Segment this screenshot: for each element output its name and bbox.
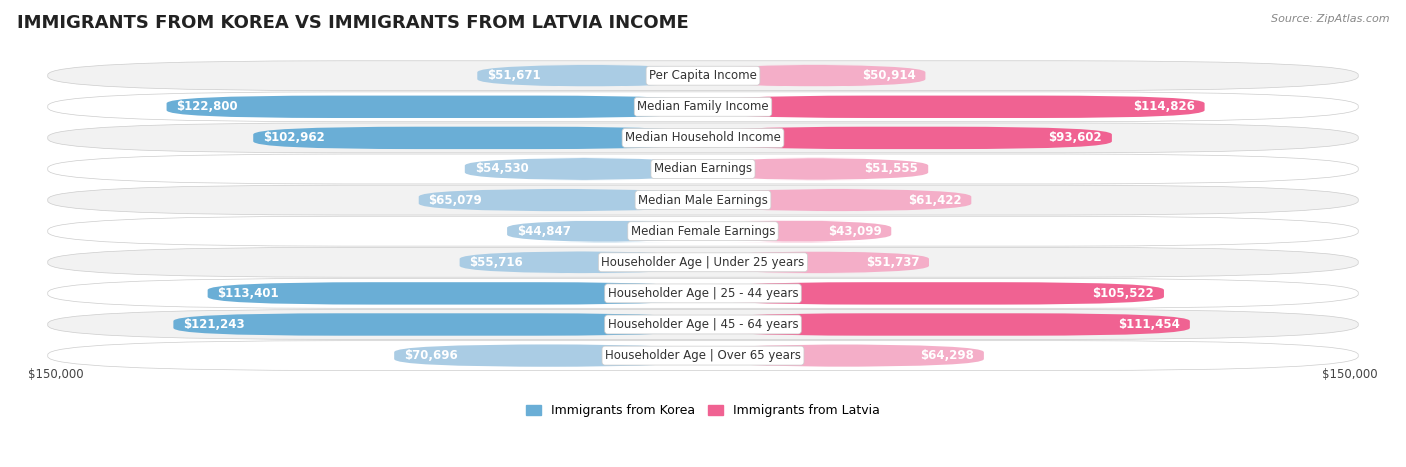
- Text: Source: ZipAtlas.com: Source: ZipAtlas.com: [1271, 14, 1389, 24]
- Text: Median Female Earnings: Median Female Earnings: [631, 225, 775, 238]
- Text: $61,422: $61,422: [908, 194, 962, 206]
- Text: Median Earnings: Median Earnings: [654, 163, 752, 176]
- Text: $150,000: $150,000: [1322, 368, 1378, 382]
- Text: $51,737: $51,737: [866, 256, 920, 269]
- Text: $43,099: $43,099: [828, 225, 882, 238]
- FancyBboxPatch shape: [703, 220, 891, 242]
- FancyBboxPatch shape: [703, 251, 929, 274]
- Text: $51,555: $51,555: [865, 163, 918, 176]
- FancyBboxPatch shape: [166, 96, 703, 118]
- Text: Householder Age | Under 25 years: Householder Age | Under 25 years: [602, 256, 804, 269]
- FancyBboxPatch shape: [48, 248, 1358, 277]
- Text: Per Capita Income: Per Capita Income: [650, 69, 756, 82]
- Text: $70,696: $70,696: [404, 349, 458, 362]
- FancyBboxPatch shape: [703, 127, 1112, 149]
- FancyBboxPatch shape: [48, 185, 1358, 215]
- Text: $93,602: $93,602: [1049, 131, 1102, 144]
- Text: Median Family Income: Median Family Income: [637, 100, 769, 113]
- Text: $102,962: $102,962: [263, 131, 325, 144]
- FancyBboxPatch shape: [394, 344, 703, 367]
- Legend: Immigrants from Korea, Immigrants from Latvia: Immigrants from Korea, Immigrants from L…: [522, 399, 884, 422]
- FancyBboxPatch shape: [48, 310, 1358, 340]
- Text: Householder Age | 25 - 44 years: Householder Age | 25 - 44 years: [607, 287, 799, 300]
- FancyBboxPatch shape: [703, 344, 984, 367]
- FancyBboxPatch shape: [208, 282, 703, 304]
- Text: $50,914: $50,914: [862, 69, 915, 82]
- Text: $55,716: $55,716: [470, 256, 523, 269]
- Text: Median Male Earnings: Median Male Earnings: [638, 194, 768, 206]
- FancyBboxPatch shape: [703, 282, 1164, 304]
- Text: Householder Age | Over 65 years: Householder Age | Over 65 years: [605, 349, 801, 362]
- Text: $64,298: $64,298: [920, 349, 974, 362]
- FancyBboxPatch shape: [460, 251, 703, 274]
- Text: $51,671: $51,671: [486, 69, 541, 82]
- Text: $114,826: $114,826: [1133, 100, 1195, 113]
- FancyBboxPatch shape: [465, 158, 703, 180]
- Text: $122,800: $122,800: [176, 100, 238, 113]
- FancyBboxPatch shape: [173, 313, 703, 336]
- FancyBboxPatch shape: [703, 189, 972, 211]
- Text: $121,243: $121,243: [183, 318, 245, 331]
- FancyBboxPatch shape: [48, 154, 1358, 184]
- Text: $111,454: $111,454: [1118, 318, 1180, 331]
- Text: $44,847: $44,847: [517, 225, 571, 238]
- Text: $54,530: $54,530: [475, 163, 529, 176]
- FancyBboxPatch shape: [48, 92, 1358, 122]
- FancyBboxPatch shape: [703, 313, 1189, 336]
- FancyBboxPatch shape: [48, 278, 1358, 308]
- FancyBboxPatch shape: [477, 64, 703, 87]
- FancyBboxPatch shape: [703, 96, 1205, 118]
- Text: $113,401: $113,401: [218, 287, 278, 300]
- FancyBboxPatch shape: [48, 216, 1358, 246]
- FancyBboxPatch shape: [703, 64, 925, 87]
- Text: Householder Age | 45 - 64 years: Householder Age | 45 - 64 years: [607, 318, 799, 331]
- Text: $150,000: $150,000: [28, 368, 84, 382]
- FancyBboxPatch shape: [508, 220, 703, 242]
- FancyBboxPatch shape: [48, 340, 1358, 370]
- Text: $105,522: $105,522: [1092, 287, 1154, 300]
- FancyBboxPatch shape: [253, 127, 703, 149]
- FancyBboxPatch shape: [419, 189, 703, 211]
- Text: Median Household Income: Median Household Income: [626, 131, 780, 144]
- Text: $65,079: $65,079: [429, 194, 482, 206]
- FancyBboxPatch shape: [48, 61, 1358, 91]
- FancyBboxPatch shape: [48, 123, 1358, 153]
- FancyBboxPatch shape: [703, 158, 928, 180]
- Text: IMMIGRANTS FROM KOREA VS IMMIGRANTS FROM LATVIA INCOME: IMMIGRANTS FROM KOREA VS IMMIGRANTS FROM…: [17, 14, 689, 32]
